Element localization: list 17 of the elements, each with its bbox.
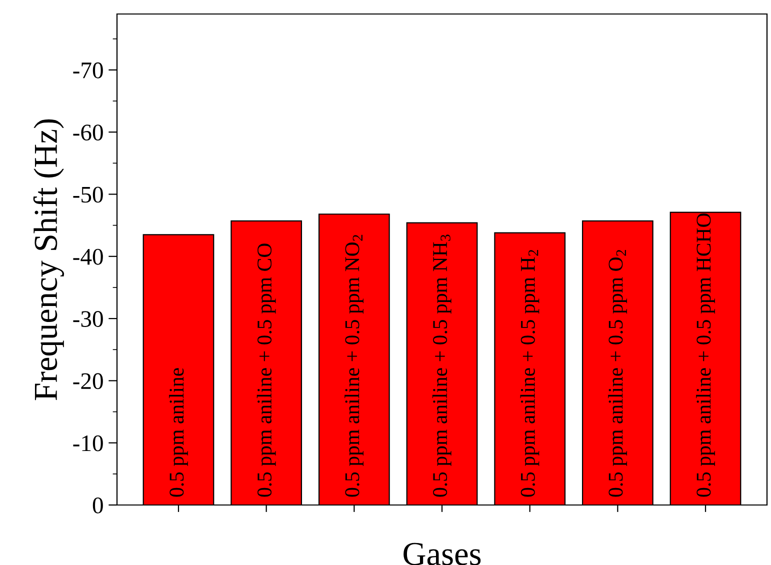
x-tick-label: 0.5 ppm aniline + 0.5 ppm CO	[256, 244, 276, 497]
x-tick-label: 0.5 ppm aniline + 0.5 ppm NH$_{3}$	[432, 234, 452, 497]
y-tick-label: -10	[73, 435, 103, 452]
y-axis-title: Frequency Shift (Hz)	[33, 119, 64, 400]
y-tick-label: -70	[73, 62, 103, 78]
x-tick-label: 0.5 ppm aniline + 0.5 ppm NO$_{2}$	[344, 234, 364, 497]
y-tick-label: -20	[73, 373, 103, 390]
y-tick-label: -30	[73, 311, 103, 327]
y-tick-label: -40	[73, 248, 103, 265]
y-tick-label: -50	[73, 186, 103, 203]
x-tick-label: 0.5 ppm aniline + 0.5 ppm HCHO	[696, 214, 715, 497]
x-tick-label: 0.5 ppm aniline + 0.5 ppm H$_{2}$	[520, 250, 540, 497]
x-tick-label: 0.5 ppm aniline	[169, 368, 188, 497]
x-tick-label: 0.5 ppm aniline + 0.5 ppm O$_{2}$	[608, 250, 627, 497]
y-tick-label: -60	[73, 124, 103, 141]
x-axis-title: Gases	[404, 542, 481, 565]
y-tick-label: 0	[92, 497, 103, 514]
